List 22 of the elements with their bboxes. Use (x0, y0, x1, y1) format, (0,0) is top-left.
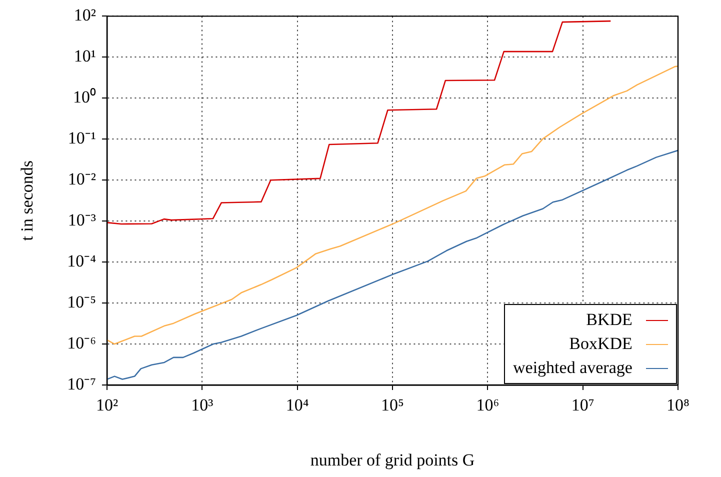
x-tick-label: 10³ (191, 396, 214, 415)
y-tick-label: 10⁻⁷ (67, 374, 96, 394)
y-tick-label: 10¹ (74, 46, 96, 66)
x-tick-label: 10² (96, 396, 118, 415)
x-tick-label: 10⁵ (381, 396, 404, 415)
y-tick-label: 10⁻⁶ (67, 333, 96, 352)
legend-label: weighted average (513, 357, 632, 379)
x-tick-label: 10⁷ (571, 396, 594, 415)
y-tick-label: 10⁰ (73, 88, 96, 107)
legend-label: BKDE (586, 309, 632, 331)
legend-label: BoxKDE (569, 333, 632, 355)
y-axis-title: t in seconds (18, 160, 37, 241)
y-tick-label: 10⁻² (68, 170, 96, 189)
y-tick-label: 10⁻¹ (68, 128, 96, 148)
y-tick-label: 10⁻⁴ (67, 252, 96, 271)
x-tick-label: 10⁶ (476, 396, 500, 415)
x-tick-label: 10⁸ (666, 396, 690, 415)
x-axis-title: number of grid points G (310, 450, 475, 470)
y-tick-label: 10⁻³ (68, 210, 96, 230)
y-tick-label: 10⁻⁵ (67, 292, 96, 312)
y-tick-label: 10² (74, 6, 96, 25)
x-tick-label: 10⁴ (286, 396, 309, 415)
